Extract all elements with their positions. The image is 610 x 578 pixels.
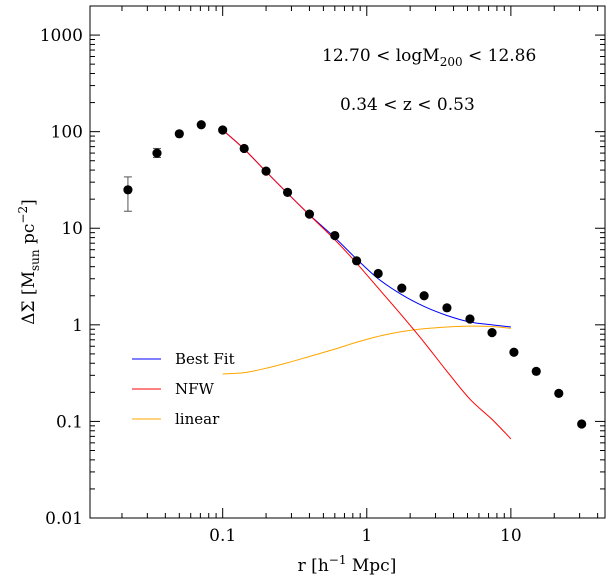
- x-axis-label: r [h−1 Mpc]: [298, 553, 397, 576]
- data-point: [352, 256, 362, 266]
- data-point: [397, 283, 407, 293]
- data-point: [196, 120, 206, 130]
- data-point: [330, 230, 340, 241]
- data-point: [419, 291, 429, 301]
- data-point: [239, 143, 249, 154]
- data-point: [487, 328, 497, 338]
- mass-range-annotation: 12.70 < logM200 < 12.86: [322, 46, 536, 69]
- data-point: [465, 314, 475, 324]
- data-point: [123, 185, 133, 195]
- x-tick-label: 0.1: [209, 526, 236, 546]
- data-point: [261, 166, 271, 176]
- data-point: [442, 303, 452, 313]
- legend-label: Best Fit: [175, 350, 235, 368]
- data-point: [554, 388, 564, 399]
- legend-label: NFW: [175, 380, 215, 398]
- plot-frame: [89, 5, 606, 519]
- data-point: [577, 419, 587, 429]
- axis-ticks: [90, 5, 605, 519]
- series-line-best-fit: [222, 129, 511, 328]
- y-tick-label: 1: [72, 316, 83, 336]
- series-line-linear: [222, 325, 511, 375]
- data-points: [123, 120, 587, 429]
- data-point: [174, 129, 184, 139]
- x-tick-label: 1: [361, 526, 372, 546]
- data-point: [531, 366, 541, 376]
- legend: Best Fit NFW linear: [132, 350, 235, 428]
- y-tick-label: 10: [61, 219, 83, 239]
- data-point: [509, 347, 519, 357]
- data-point: [152, 148, 162, 158]
- y-tick-label: 1000: [40, 26, 83, 46]
- data-point: [304, 209, 315, 219]
- y-axis-label: ΔΣ [Msun pc−2]: [16, 199, 42, 325]
- data-point: [282, 187, 293, 198]
- redshift-range-annotation: 0.34 < z < 0.53: [340, 95, 475, 115]
- series-line-nfw: [222, 129, 512, 440]
- model-curves: [222, 129, 512, 440]
- data-point: [373, 268, 383, 279]
- y-tick-label: 0.01: [45, 509, 83, 529]
- y-tick-label: 0.1: [56, 412, 83, 432]
- axis-tick-labels: 0.1 1 10 0.01 0.1 1 10 100 1000: [40, 26, 522, 546]
- x-tick-label: 10: [500, 526, 522, 546]
- legend-label: linear: [175, 410, 220, 428]
- y-tick-label: 100: [51, 123, 83, 143]
- data-point: [218, 125, 228, 135]
